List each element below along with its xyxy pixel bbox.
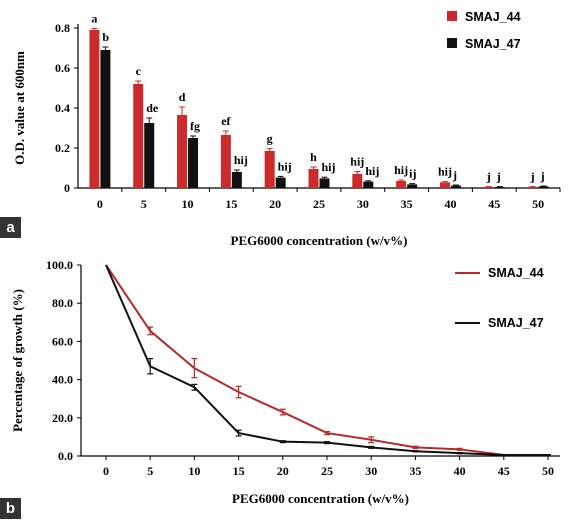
y-tick-label: 0.0 [58,449,73,463]
legend-label: SMAJ_44 [465,10,521,24]
bar [144,123,155,188]
panel-tag-a: a [0,217,21,238]
significance-letter: hij [438,165,452,179]
bar [439,182,450,188]
legend-label: SMAJ_47 [488,316,544,330]
significance-letter: j [452,168,457,182]
x-tick-label: 35 [409,464,421,478]
significance-letter: hij [322,160,336,174]
panel-tag-b: b [0,498,21,519]
bar [319,178,330,188]
significance-letter: h [310,150,317,164]
significance-letter: ij [409,167,416,181]
significance-letter: j [540,169,545,183]
x-tick-label: 10 [182,197,194,211]
x-tick-label: 15 [233,464,245,478]
significance-letter: g [267,132,273,146]
bar [396,181,407,188]
x-tick-label: 25 [313,197,325,211]
significance-letter: fg [190,119,200,133]
significance-letter: d [179,90,186,104]
bar-chart-a: 00.20.40.60.80 5 10 15 20 25 30 35 40 45 50acdefgh… [12,10,561,248]
y-tick-label: 40.0 [52,373,73,387]
bar [494,187,505,188]
significance-letter: hij [394,163,408,177]
x-tick-label: 20 [269,197,281,211]
bar [133,84,144,188]
x-tick-label: 45 [498,464,510,478]
y-tick-label: 100.0 [46,260,73,272]
x-tick-label: 5 [147,464,153,478]
y-tick-label: 0.4 [55,101,70,115]
x-tick-label: 10 [188,464,200,478]
legend-swatch [447,38,457,48]
y-tick-label: 0.8 [55,21,70,35]
series-line [105,264,548,457]
significance-letter: j [486,170,491,184]
series-line [105,264,548,457]
y-tick-label: 60.0 [52,334,73,348]
significance-letter: de [146,101,159,115]
significance-letter: a [91,11,97,25]
legend-label: SMAJ_44 [488,266,544,280]
bar [188,138,199,188]
y-tick-label: 0.2 [55,141,70,155]
x-tick-label: 45 [488,197,500,211]
x-tick-label: 30 [365,464,377,478]
bar [100,50,111,188]
x-tick-label: 15 [225,197,237,211]
significance-letter: b [102,30,109,44]
x-tick-label: 50 [532,197,544,211]
x-tick-label: 0 [97,197,103,211]
bar [352,174,363,188]
significance-letter: hij [234,153,248,167]
y-axis-label: Percentage of growth (%) [10,289,25,432]
x-tick-label: 40 [444,197,456,211]
x-tick-label: 25 [321,464,333,478]
y-axis-label: O.D. value at 600nm [12,51,27,165]
x-tick-label: 40 [454,464,466,478]
significance-letter: c [136,64,142,78]
bar [308,169,319,188]
bar [275,177,286,188]
x-tick-label: 20 [277,464,289,478]
bar [89,30,100,188]
bar [407,184,418,188]
significance-letter: hij [365,164,379,178]
x-tick-label: 5 [141,197,147,211]
line-chart-b: 0.0 20.0 40.0 60.0 80.0 100.0 0 5 10 15 20 25 30 35 40… [10,260,560,506]
bar [483,187,494,188]
y-tick-label: 20.0 [52,411,73,425]
bar [527,187,538,188]
significance-letter: j [530,170,535,184]
bar [538,186,549,188]
x-axis-label: PEG6000 concentration (w/v%) [231,233,408,248]
x-tick-label: 35 [401,197,413,211]
bar [363,181,374,188]
bar [177,115,188,188]
bar [264,151,275,188]
significance-letter: hij [350,155,364,169]
x-tick-label: 0 [103,464,109,478]
y-tick-label: 0.6 [55,61,70,75]
y-tick-label: 80.0 [52,296,73,310]
significance-letter: hij [278,159,292,173]
bar [231,172,242,188]
x-tick-label: 30 [357,197,369,211]
x-axis-label: PEG6000 concentration (w/v%) [232,491,409,506]
y-tick-label: 0 [64,181,70,195]
significance-letter: j [496,170,501,184]
bar [220,135,231,188]
legend-swatch [447,11,457,21]
legend-label: SMAJ_47 [465,37,521,51]
bar [450,185,461,188]
significance-letter: ef [221,114,231,128]
x-tick-label: 50 [542,464,554,478]
